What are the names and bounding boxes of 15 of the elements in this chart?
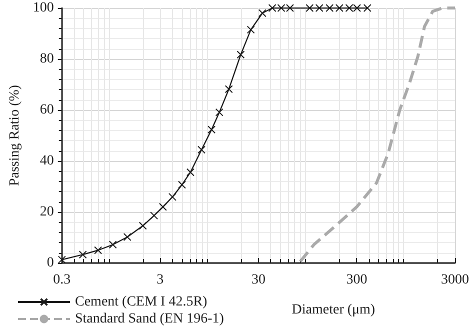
y-tick-label: 0 [46, 256, 54, 270]
x-tick-label: 3000 [441, 272, 469, 288]
x-tick-label: 30 [251, 272, 266, 288]
y-tick-label: 60 [40, 102, 54, 118]
y-axis-title: Passing Ratio (%) [8, 84, 22, 186]
x-tick-label: 300 [346, 272, 368, 288]
legend-label: Standard Sand (EN 196-1) [75, 312, 224, 326]
y-tick-label: 80 [40, 52, 54, 66]
x-tick-label: 3 [156, 272, 164, 288]
x-tick-label: 0.3 [53, 272, 71, 288]
y-tick-label: 20 [40, 204, 54, 220]
y-tick-label: 100 [32, 0, 54, 16]
x-axis-title: Diameter (μm) [292, 302, 376, 318]
legend-label: Cement (CEM I 42.5R) [75, 294, 208, 310]
y-tick-label: 40 [40, 154, 54, 168]
